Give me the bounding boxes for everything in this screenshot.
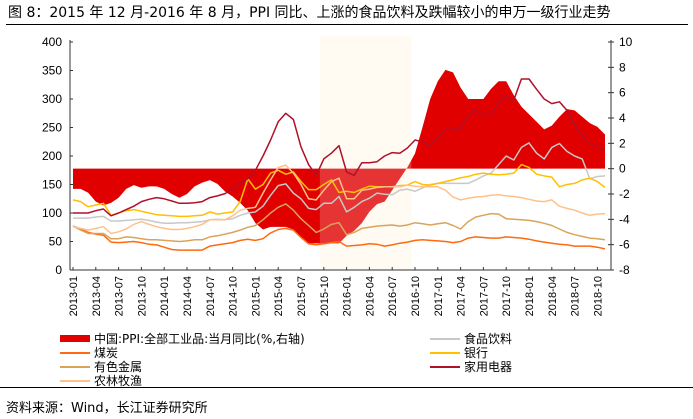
right-tick-label: 2: [619, 136, 626, 150]
legend-swatch: [430, 337, 460, 340]
chart: 0 50 100 150 200 250 300 350 400 -8 -6 -4 -2 0 2 4 6 8 10 2…: [42, 35, 633, 316]
x-tick-label: 2016-01: [342, 276, 354, 316]
x-tick-label: 2018-01: [524, 276, 536, 316]
x-tick-label: 2018-07: [570, 276, 582, 316]
right-tick-label: -2: [619, 187, 630, 201]
legend-swatch: [60, 379, 90, 382]
legend-swatch: [60, 335, 90, 342]
legend-item: 中国:PPI:全部工业品:当月同比(%,右轴): [60, 331, 305, 346]
series-line-2: [72, 225, 606, 251]
legend-item: 食品饮料: [430, 331, 512, 346]
legend-item: 有色金属: [60, 359, 142, 374]
legend-item: 农林牧渔: [60, 373, 142, 388]
series-line-4: [72, 203, 606, 243]
series-line-5: [73, 78, 606, 217]
left-tick-label: 350: [42, 64, 62, 78]
legend-item: 家用电器: [430, 359, 512, 374]
x-tick-label: 2013-04: [91, 276, 103, 316]
left-tick-label: 300: [42, 92, 62, 106]
legend-label: 煤炭: [94, 346, 119, 360]
x-tick-label: 2014-10: [228, 276, 240, 316]
left-tick-label: 250: [42, 121, 62, 135]
legend-item: 银行: [430, 345, 488, 360]
legend-label: 银行: [464, 346, 489, 360]
figure-title: 图 8：2015 年 12 月-2016 年 8 月，PPI 同比、上涨的食品饮…: [8, 5, 611, 21]
legend-label: 有色金属: [94, 360, 143, 374]
series-line-1: [73, 142, 606, 225]
x-tick-label: 2016-04: [364, 276, 376, 316]
right-tick-label: -8: [619, 263, 630, 277]
x-tick-label: 2014-04: [182, 276, 194, 316]
legend-label: 家用电器: [464, 360, 513, 374]
right-tick-label: 6: [619, 86, 626, 100]
left-tick-label: 200: [42, 149, 62, 163]
x-tick-label: 2018-04: [547, 276, 559, 316]
x-tick-label: 2016-10: [410, 276, 422, 316]
series-line-3: [72, 163, 606, 218]
right-tick-label: 0: [619, 162, 626, 176]
x-tick-label: 2015-10: [319, 276, 331, 316]
legend-swatch: [430, 351, 460, 354]
title-divider: [6, 24, 688, 25]
x-tick-label: 2018-10: [592, 276, 604, 316]
series-line-6: [72, 164, 606, 235]
x-tick-label: 2015-04: [273, 276, 285, 316]
right-tick-label: 4: [619, 111, 626, 125]
left-tick-label: 100: [42, 206, 62, 220]
left-tick-label: 150: [42, 178, 62, 192]
legend-label: 农林牧渔: [94, 374, 143, 388]
x-tick-label: 2017-04: [456, 276, 468, 316]
x-tick-label: 2013-01: [68, 276, 80, 316]
legend-swatch: [430, 365, 460, 368]
x-tick-label: 2014-01: [159, 276, 171, 316]
legend-swatch: [60, 351, 90, 354]
right-tick-label: -4: [619, 212, 630, 226]
x-tick-label: 2015-01: [250, 276, 262, 316]
legend-swatch: [60, 365, 90, 368]
right-tick-label: 8: [619, 60, 626, 74]
right-tick-label: 10: [619, 35, 633, 49]
x-tick-label: 2017-01: [433, 276, 445, 316]
legend-item: 煤炭: [60, 345, 118, 360]
source-note: 资料来源：Wind，长江证券研究所: [6, 401, 208, 416]
x-tick-label: 2016-07: [387, 276, 399, 316]
left-tick-label: 400: [42, 35, 62, 49]
left-tick-label: 50: [49, 235, 63, 249]
x-tick-label: 2013-10: [136, 276, 148, 316]
right-tick-label: -6: [619, 238, 630, 252]
x-tick-label: 2017-07: [478, 276, 490, 316]
legend-label: 食品饮料: [464, 332, 513, 346]
x-tick-label: 2013-07: [114, 276, 126, 316]
legend-label: 中国:PPI:全部工业品:当月同比(%,右轴): [94, 332, 305, 346]
x-tick-label: 2015-07: [296, 276, 308, 316]
x-tick-label: 2017-10: [501, 276, 513, 316]
left-tick-label: 0: [55, 263, 62, 277]
source-divider: [0, 387, 693, 388]
x-tick-label: 2014-07: [205, 276, 217, 316]
